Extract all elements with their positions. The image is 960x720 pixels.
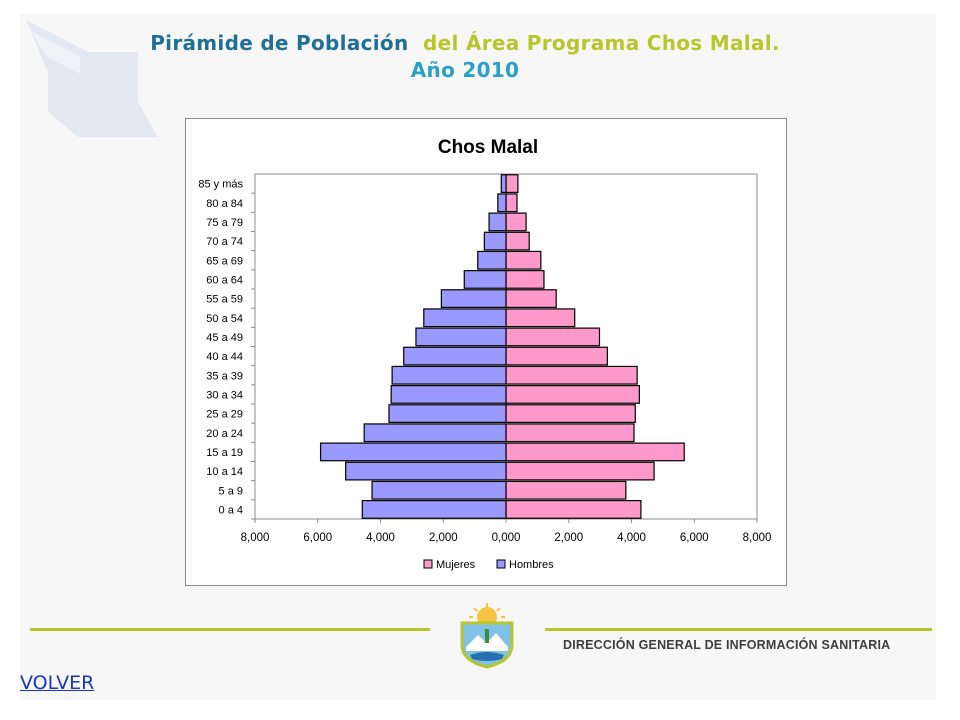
y-tick-label: 20 a 24 [206, 428, 243, 440]
bar-hombres-3 [319, 442, 507, 462]
back-link[interactable]: VOLVER [20, 672, 95, 694]
bar-mujeres-3 [505, 442, 685, 462]
province-shield-logo-icon [460, 603, 514, 669]
bar-hombres-2 [345, 461, 507, 481]
y-tick-label: 5 a 9 [219, 485, 243, 497]
x-tick-label: 4,000 [617, 532, 646, 544]
chart-title: Chos Malal [438, 137, 538, 158]
page-title: Pirámide de Población del Área Programa … [0, 30, 930, 84]
bar-mujeres-9 [505, 327, 601, 347]
y-tick-label: 65 a 69 [206, 255, 243, 267]
y-tick-label: 35 a 39 [206, 370, 243, 382]
x-tick-label: 8,000 [241, 532, 270, 544]
organization-name: DIRECCIÓN GENERAL DE INFORMACIÓN SANITAR… [563, 638, 891, 652]
y-tick-label: 75 a 79 [206, 217, 243, 229]
y-tick-label: 70 a 74 [206, 236, 243, 248]
legend-label-mujeres: Mujeres [436, 559, 476, 571]
y-tick-label: 25 a 29 [206, 409, 243, 421]
x-tick-label: 6,000 [680, 532, 709, 544]
bar-mujeres-11 [505, 289, 557, 309]
bar-hombres-13 [477, 250, 507, 270]
x-tick-label: 2,000 [554, 532, 583, 544]
bar-hombres-14 [483, 231, 507, 251]
y-tick-label: 15 a 19 [206, 447, 243, 459]
bar-mujeres-0 [505, 500, 642, 519]
y-tick-label: 0 a 4 [219, 504, 243, 516]
x-tick-label: 4,000 [366, 532, 395, 544]
bar-hombres-4 [363, 423, 507, 443]
bar-hombres-17 [500, 174, 507, 193]
arrow-logo-icon [26, 20, 158, 137]
bar-mujeres-15 [505, 212, 527, 232]
x-tick-label: 0,000 [492, 532, 521, 544]
bar-mujeres-7 [505, 365, 638, 385]
title-year: Año 2010 [410, 58, 520, 82]
bar-mujeres-10 [505, 308, 576, 328]
y-tick-label: 10 a 14 [206, 466, 243, 478]
legend-swatch-mujeres [423, 559, 433, 569]
bar-hombres-16 [497, 193, 507, 213]
bar-mujeres-13 [505, 250, 542, 270]
bar-mujeres-12 [505, 270, 545, 289]
bar-mujeres-17 [505, 174, 519, 193]
population-pyramid-chart: Chos Malal 0 a 4 5 a 9 10 a 14 15 a 19 20 a 2… [198, 137, 772, 571]
bar-hombres-7 [391, 365, 507, 385]
title-part-1: Pirámide de Población [150, 31, 409, 55]
bar-hombres-15 [488, 212, 507, 232]
bar-hombres-9 [415, 327, 507, 347]
legend-label-hombres: Hombres [509, 559, 554, 571]
bar-mujeres-16 [505, 193, 518, 213]
x-tick-label: 6,000 [303, 532, 332, 544]
bar-hombres-6 [390, 385, 507, 404]
footer-line-left [30, 628, 430, 631]
bar-hombres-5 [388, 404, 507, 423]
bar-hombres-0 [361, 500, 507, 519]
bar-mujeres-8 [505, 346, 608, 366]
y-tick-label: 55 a 59 [206, 294, 243, 306]
y-tick-label: 60 a 64 [206, 274, 243, 286]
bar-mujeres-14 [505, 231, 530, 251]
footer-line-right [545, 628, 932, 631]
x-tick-label: 2,000 [429, 532, 458, 544]
y-tick-label: 40 a 44 [206, 351, 243, 363]
bar-hombres-1 [371, 480, 507, 500]
bar-hombres-10 [423, 308, 507, 328]
bar-hombres-12 [463, 270, 507, 289]
bar-hombres-11 [440, 289, 507, 309]
bar-mujeres-6 [505, 385, 640, 404]
title-part-2: del Área Programa Chos Malal. [423, 31, 780, 55]
y-tick-label: 45 a 49 [206, 332, 243, 344]
bar-mujeres-5 [505, 404, 636, 423]
chart-frame: Chos Malal 0 a 4 5 a 9 10 a 14 15 a 19 20 a 2… [185, 118, 787, 586]
bar-mujeres-1 [505, 480, 627, 500]
y-tick-label: 80 a 84 [206, 198, 243, 210]
x-tick-label: 8,000 [743, 532, 772, 544]
bar-mujeres-2 [505, 461, 655, 481]
y-tick-label: 30 a 34 [206, 389, 243, 401]
y-tick-label: 85 y más [198, 179, 243, 191]
bar-mujeres-4 [505, 423, 635, 443]
bar-hombres-8 [403, 346, 507, 366]
y-tick-label: 50 a 54 [206, 313, 243, 325]
legend-swatch-hombres [496, 559, 506, 569]
